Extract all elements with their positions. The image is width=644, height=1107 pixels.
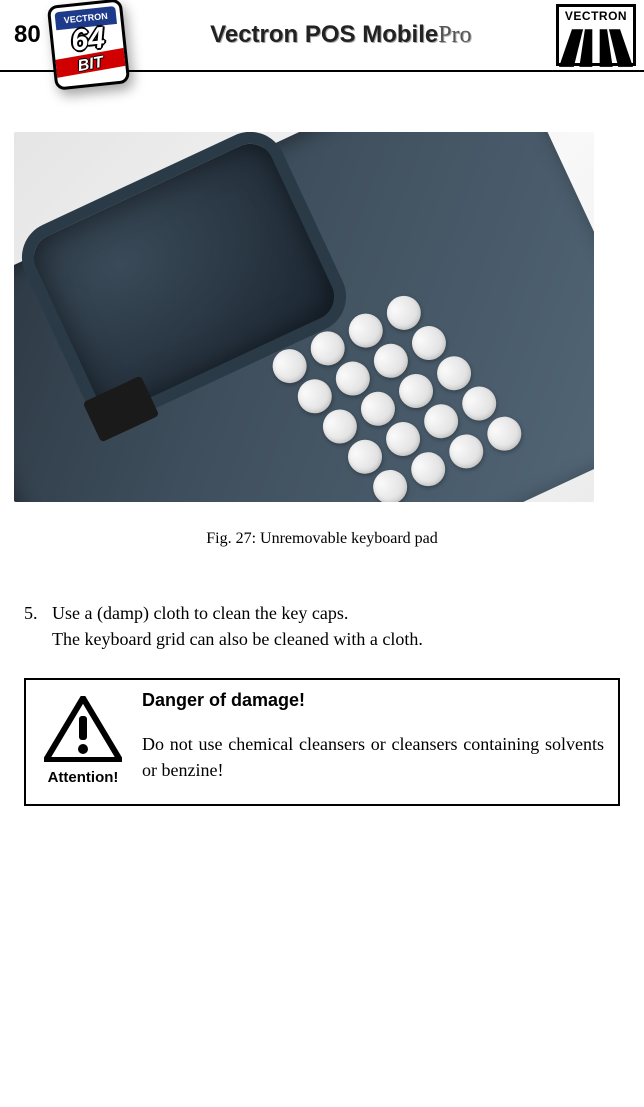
vectron-logo: VECTRON	[556, 4, 636, 66]
page-number: 80	[0, 21, 51, 49]
page-title-main: Vectron POS Mobile	[210, 21, 438, 48]
keycap	[406, 447, 451, 492]
instruction-line-1: Use a (damp) cloth to clean the key caps…	[52, 603, 348, 623]
keycap	[482, 411, 527, 456]
figure-area: Fig. 27: Unremovable keyboard pad	[14, 132, 630, 548]
attention-icon	[44, 696, 122, 762]
instruction-step: 5. Use a (damp) cloth to clean the key c…	[0, 600, 644, 652]
instruction-number: 5.	[24, 600, 52, 652]
keycap	[444, 429, 489, 474]
page-title: Vectron POS MobilePro	[126, 21, 556, 49]
page-header: 80 VECTRON 64 BIT Vectron POS MobilePro …	[0, 0, 644, 72]
warning-title: Danger of damage!	[142, 690, 604, 711]
warning-icon-column: Attention!	[36, 690, 130, 786]
page-title-suffix: Pro	[438, 22, 471, 48]
figure-caption: Fig. 27: Unremovable keyboard pad	[14, 530, 630, 548]
device-image	[14, 132, 594, 502]
bit-64-logo: VECTRON 64 BIT	[51, 2, 126, 87]
warning-body: Do not use chemical cleansers or cleanse…	[142, 731, 604, 783]
warning-box: Attention! Danger of damage! Do not use …	[24, 678, 620, 806]
instruction-text: Use a (damp) cloth to clean the key caps…	[52, 600, 620, 652]
vectron-logo-bars-icon	[559, 23, 633, 67]
warning-text-column: Danger of damage! Do not use chemical cl…	[130, 690, 604, 786]
instruction-line-2: The keyboard grid can also be cleaned wi…	[52, 629, 423, 649]
vectron-logo-text: VECTRON	[565, 9, 627, 23]
warning-icon-label: Attention!	[36, 769, 130, 786]
